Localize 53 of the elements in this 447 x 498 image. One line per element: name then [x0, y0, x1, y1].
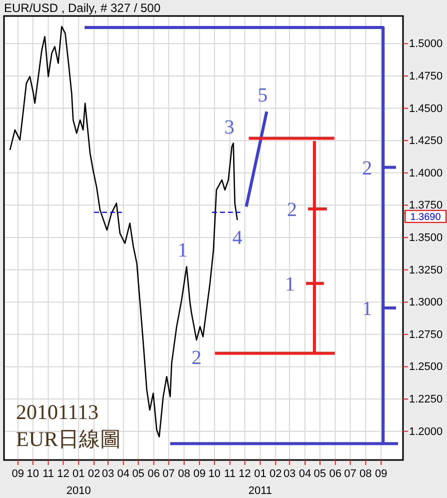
x-tick-label: 05	[132, 468, 144, 480]
annotation: 2	[192, 346, 202, 369]
y-tick-label: 1.3250	[409, 264, 443, 276]
y-tick-label: 1.3750	[409, 200, 443, 212]
x-tick-label: 07	[162, 468, 175, 480]
annotation: 3	[224, 116, 234, 138]
annotation: 1	[284, 273, 295, 296]
x-tick-label: 08	[360, 468, 372, 480]
y-tick-label: 1.2750	[409, 328, 443, 341]
chart-title: EUR/USD , Daily, # 327 / 500	[4, 1, 161, 15]
x-tick-label: 02	[88, 468, 100, 480]
x-tick-label: 07	[344, 468, 356, 480]
x-tick-label: 11	[42, 468, 54, 480]
y-tick-label: 1.4000	[409, 167, 443, 180]
x-tick-label: 10	[26, 468, 39, 480]
text: 2011	[248, 485, 272, 497]
y-tick-label: 1.2000	[409, 426, 443, 438]
y-tick-label: 1.2250	[409, 394, 443, 406]
x-tick-label: 05	[314, 468, 326, 480]
y-tick-label: 1.2500	[409, 361, 443, 374]
annotation: 2	[286, 198, 297, 221]
x-tick-label: 09	[374, 468, 388, 480]
x-tick-label: 01	[72, 468, 85, 480]
x-tick-label: 08	[178, 468, 190, 480]
annotation: EUR日線圖	[16, 427, 121, 451]
annotation: 5	[258, 84, 268, 107]
y-tick-label: 1.4750	[409, 70, 443, 82]
x-tick-label: 12	[238, 468, 251, 480]
y-tick-label: 1.3500	[409, 232, 443, 244]
x-tick-label: 02	[270, 468, 282, 480]
x-tick-label: 12	[57, 468, 70, 480]
x-tick-label: 10	[208, 468, 221, 480]
x-tick-label: 04	[117, 468, 130, 480]
x-tick-label: 06	[148, 468, 160, 480]
x-tick-label: 01	[254, 468, 266, 480]
y-tick-label: 1.5000	[409, 38, 443, 50]
y-tick-label: 1.3000	[409, 296, 443, 309]
text: 2010	[66, 485, 91, 497]
x-tick-label: 09	[12, 468, 24, 480]
annotation: 2	[362, 157, 372, 180]
annotation: 1	[178, 240, 188, 262]
y-tick-label: 1.3690	[410, 212, 442, 223]
x-tick-label: 04	[298, 468, 312, 480]
x-tick-label: 09	[193, 468, 206, 480]
y-tick-label: 1.4250	[409, 135, 443, 148]
y-tick-label: 1.4500	[409, 102, 443, 115]
x-tick-label: 03	[102, 468, 114, 480]
x-tick-label: 11	[224, 468, 236, 480]
annotation: 20101113	[16, 400, 98, 424]
annotation: 1	[362, 298, 372, 320]
x-tick-label: 06	[329, 468, 342, 480]
annotation: 4	[232, 227, 242, 250]
x-tick-label: 03	[283, 468, 296, 480]
